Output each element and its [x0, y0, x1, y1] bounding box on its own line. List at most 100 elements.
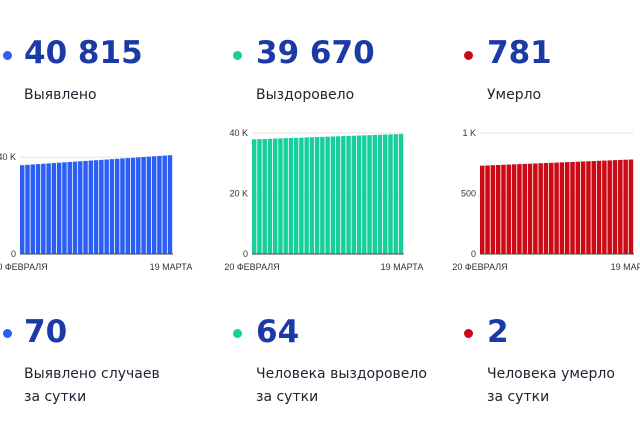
detected-label: Выявлено [24, 87, 97, 103]
bar [293, 137, 299, 254]
bar [51, 163, 57, 254]
bar [167, 155, 173, 254]
chart-detected: 0 40 K 20 ФЕВРАЛЯ 19 МАРТА [0, 122, 215, 282]
bar [612, 160, 618, 254]
bar [383, 134, 388, 254]
deaths-total: 781 [487, 35, 552, 71]
bar [157, 155, 162, 254]
bar [41, 163, 46, 254]
y-tick-label: 500 [461, 189, 476, 199]
x-tick-label-start: 20 ФЕВРАЛЯ [0, 262, 48, 272]
bar [30, 164, 36, 254]
bar [62, 162, 67, 254]
bar [618, 159, 623, 254]
bar [104, 159, 109, 254]
x-tick-label-end: 19 МАРТА [150, 262, 193, 272]
bar [99, 159, 104, 254]
bar [325, 136, 330, 254]
bar [490, 165, 496, 254]
bar [120, 158, 125, 254]
bar [162, 155, 167, 254]
y-tick-label: 20 K [229, 189, 248, 199]
y-tick-label: 1 K [462, 128, 476, 138]
deaths-dot-icon [464, 51, 473, 60]
bar [480, 165, 485, 254]
chart-recovered: 0 20 K 40 K 20 ФЕВРАЛЯ 19 МАРТА [222, 122, 437, 282]
bar [56, 162, 62, 254]
bar [278, 138, 283, 254]
bar [46, 163, 51, 254]
recovered-dot-icon [233, 51, 242, 60]
bar [554, 162, 559, 254]
daily-detected-label-2: за сутки [24, 389, 87, 405]
bar [136, 157, 141, 254]
y-tick-label: 0 [243, 249, 248, 259]
y-tick-label: 0 [471, 249, 476, 259]
bar [591, 161, 597, 254]
bar [114, 158, 120, 254]
x-tick-label-end: 19 МАРТА [381, 262, 424, 272]
bar [252, 139, 257, 254]
bar [393, 134, 398, 254]
bar [130, 157, 136, 254]
recovered-label: Выздоровело [256, 87, 355, 103]
bar [83, 160, 88, 254]
x-tick-label-start: 20 ФЕВРАЛЯ [452, 262, 507, 272]
bar [125, 158, 130, 254]
bar [377, 134, 383, 254]
bar [602, 160, 607, 254]
bar [533, 163, 538, 254]
bar [299, 137, 304, 254]
bar [93, 160, 99, 254]
bar [356, 135, 362, 254]
bar [538, 163, 543, 254]
daily-recovered-value: 64 [256, 314, 300, 350]
bar [335, 136, 341, 254]
deaths-label: Умерло [487, 87, 542, 103]
bar [586, 161, 591, 254]
bar [501, 164, 506, 254]
bar [398, 133, 404, 254]
bar [267, 138, 273, 254]
chart-recovered-svg: 0 20 K 40 K 20 ФЕВРАЛЯ 19 МАРТА [224, 128, 424, 272]
daily-deaths-label-2: за сутки [487, 389, 550, 405]
chart-detected-svg: 0 40 K 20 ФЕВРАЛЯ 19 МАРТА [0, 152, 193, 272]
bar [109, 159, 115, 254]
bar [628, 159, 634, 254]
bar [495, 165, 501, 254]
bar [320, 136, 325, 254]
chart-deaths: 0 500 1 K 20 ФЕВРАЛЯ 19 МАРТА [452, 122, 640, 282]
bar [35, 164, 41, 254]
bar [559, 162, 565, 254]
bar [141, 157, 146, 254]
bar [485, 165, 490, 254]
bar [288, 138, 294, 254]
daily-deaths-label-1: Человека умерло [487, 366, 615, 382]
bar [511, 164, 517, 254]
bar [67, 161, 72, 254]
bar [522, 163, 527, 254]
bar [549, 162, 554, 254]
bar [272, 138, 278, 254]
bar [20, 165, 25, 254]
bar [25, 164, 30, 254]
daily-recovered-dot-icon [233, 329, 242, 338]
chart-deaths-svg: 0 500 1 K 20 ФЕВРАЛЯ 19 МАРТА [452, 128, 640, 272]
daily-recovered-label-2: за сутки [256, 389, 319, 405]
bar [283, 138, 288, 254]
bar [330, 136, 336, 254]
bar [517, 164, 522, 254]
bar [607, 160, 612, 254]
bar [262, 138, 267, 254]
y-tick-label: 40 K [229, 128, 248, 138]
bar [146, 156, 152, 254]
bar [309, 137, 315, 254]
bar [341, 136, 346, 254]
daily-detected-dot-icon [3, 329, 12, 338]
y-tick-label: 0 [11, 249, 16, 259]
x-tick-label-start: 20 ФЕВРАЛЯ [224, 262, 279, 272]
bar [623, 159, 628, 254]
x-tick-label-end: 19 МАРТА [611, 262, 640, 272]
bar [527, 163, 533, 254]
bar [314, 137, 320, 254]
